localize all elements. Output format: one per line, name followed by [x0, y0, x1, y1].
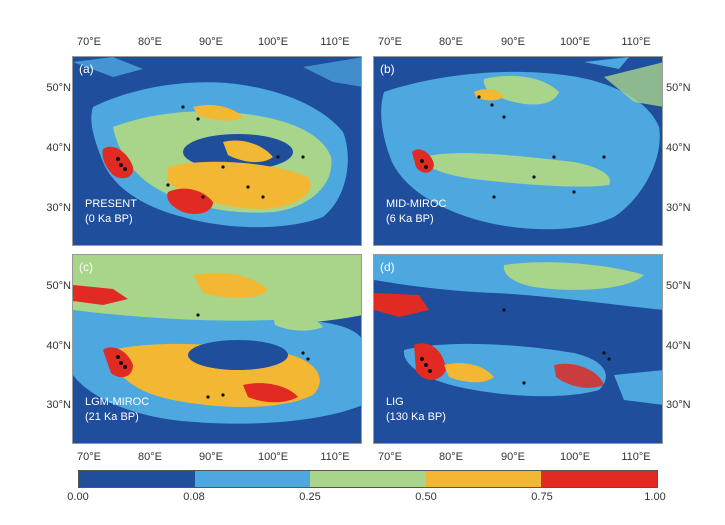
lon-tick-top: 70°E: [378, 36, 402, 48]
lat-tick-right: 30°N: [666, 202, 691, 214]
panel-scenario-name: LIG: [386, 396, 404, 408]
lon-tick-bottom: 90°E: [199, 451, 223, 463]
panel-letter: (b): [380, 62, 395, 76]
lon-tick-top: 110°E: [621, 36, 651, 48]
panel-scenario-name: PRESENT: [85, 198, 137, 210]
suitability-map-present: [73, 57, 361, 245]
panel-title: LGM-MIROC (21 Ka BP): [85, 395, 149, 425]
map-panel-lgm-miroc: (c) LGM-MIROC (21 Ka BP): [72, 254, 362, 444]
map-panel-lig: (d) LIG (130 Ka BP): [373, 254, 663, 444]
lon-tick-top: 100°E: [559, 36, 591, 48]
lon-tick-bottom: 90°E: [501, 451, 525, 463]
panel-title: LIG (130 Ka BP): [386, 395, 446, 425]
panel-scenario-age: (21 Ka BP): [85, 411, 139, 423]
lon-tick-bottom: 80°E: [138, 451, 162, 463]
lon-tick-bottom: 70°E: [378, 451, 402, 463]
suitability-map-lig: [374, 255, 662, 443]
lon-tick-bottom: 110°E: [621, 451, 651, 463]
suitability-map-mid-miroc: [374, 57, 662, 245]
lon-tick-top: 110°E: [320, 36, 350, 48]
lat-tick-left: 40°N: [46, 142, 71, 154]
lon-tick-top: 90°E: [501, 36, 525, 48]
lat-tick-left: 50°N: [46, 82, 71, 94]
lat-tick-left: 30°N: [46, 202, 71, 214]
legend-tick: 1.00: [644, 491, 666, 503]
lat-tick-right: 50°N: [666, 82, 691, 94]
lon-tick-bottom: 70°E: [77, 451, 101, 463]
panel-scenario-name: LGM-MIROC: [85, 396, 150, 408]
lon-tick-bottom: 100°E: [257, 451, 289, 463]
panel-scenario-name: MID-MIROC: [386, 198, 447, 210]
legend-color-bar: [78, 470, 658, 488]
legend-swatch: [541, 471, 657, 487]
lat-tick-left: 30°N: [46, 399, 71, 411]
lat-tick-right: 40°N: [666, 142, 691, 154]
legend-tick: 0.08: [183, 491, 205, 503]
lat-tick-left: 50°N: [46, 280, 71, 292]
legend-swatch: [425, 471, 542, 487]
suitability-map-lgm-miroc: [73, 255, 361, 443]
lon-tick-top: 70°E: [77, 36, 101, 48]
legend-tick: 0.75: [531, 491, 553, 503]
lon-tick-bottom: 80°E: [439, 451, 463, 463]
legend-tick: 0.25: [299, 491, 321, 503]
legend-swatch: [194, 471, 311, 487]
lon-tick-top: 80°E: [439, 36, 463, 48]
panel-letter: (a): [79, 62, 94, 76]
lat-tick-left: 40°N: [46, 340, 71, 352]
map-panel-mid-miroc: (b) MID-MIROC (6 Ka BP): [373, 56, 663, 246]
panel-title: PRESENT (0 Ka BP): [85, 197, 137, 227]
legend-swatch: [79, 471, 195, 487]
lat-tick-right: 50°N: [666, 280, 691, 292]
panel-title: MID-MIROC (6 Ka BP): [386, 197, 447, 227]
lon-tick-top: 90°E: [199, 36, 223, 48]
legend-tick: 0.00: [67, 491, 89, 503]
legend-tick: 0.50: [415, 491, 437, 503]
lon-tick-top: 80°E: [138, 36, 162, 48]
panel-letter: (c): [79, 260, 93, 274]
panel-scenario-age: (6 Ka BP): [386, 213, 434, 225]
lon-tick-bottom: 100°E: [559, 451, 591, 463]
panel-letter: (d): [380, 260, 395, 274]
lat-tick-right: 30°N: [666, 399, 691, 411]
legend-swatch: [310, 471, 426, 487]
lon-tick-top: 100°E: [257, 36, 289, 48]
lat-tick-right: 40°N: [666, 340, 691, 352]
lon-tick-bottom: 110°E: [320, 451, 350, 463]
panel-scenario-age: (130 Ka BP): [386, 411, 446, 423]
panel-scenario-age: (0 Ka BP): [85, 213, 133, 225]
map-panel-present: (a) PRESENT (0 Ka BP): [72, 56, 362, 246]
